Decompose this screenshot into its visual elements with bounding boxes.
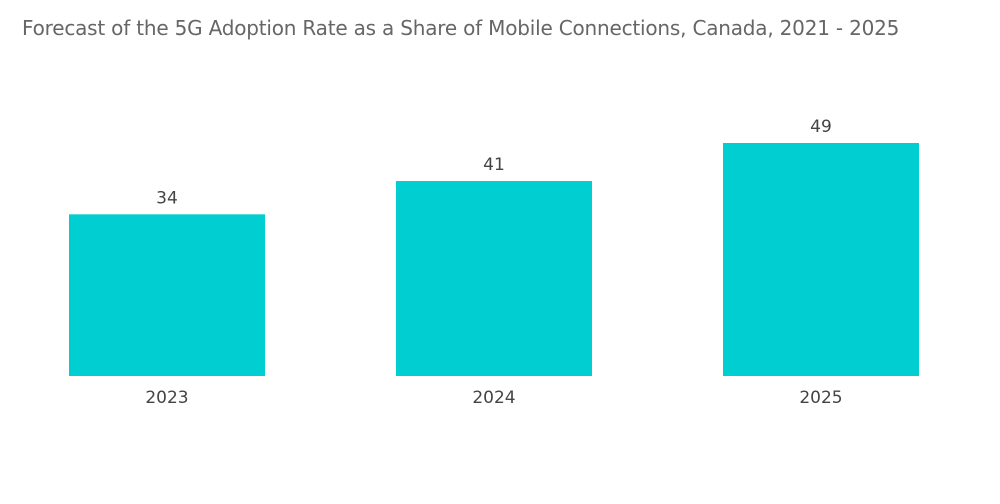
chart-title: Forecast of the 5G Adoption Rate as a Sh… (22, 16, 900, 40)
data-label-2025: 49 (810, 117, 832, 137)
x-tick-label-2025: 2025 (799, 388, 842, 408)
x-tick-label-2023: 2023 (145, 388, 188, 408)
bar-2025 (723, 143, 919, 376)
x-tick-label-2024: 2024 (472, 388, 515, 408)
data-label-2024: 41 (483, 155, 505, 175)
data-label-2023: 34 (156, 188, 178, 208)
bar-2024 (396, 181, 592, 376)
bar-2023 (69, 214, 265, 376)
